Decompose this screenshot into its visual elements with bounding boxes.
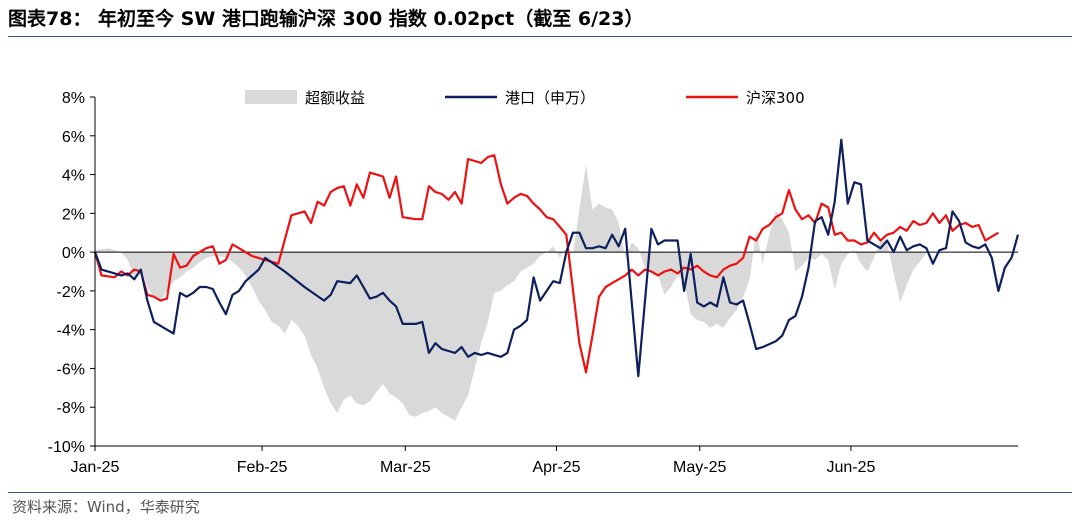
legend-excess-return-swatch	[245, 90, 297, 104]
series-excess-return-area	[95, 164, 927, 421]
chart-canvas: 8% 6% 4% 2% 0% -2% -4% -6% -8% -10% Jan-25 Feb-25 Ma…	[48, 89, 1020, 476]
series-port-line	[93, 138, 1020, 378]
source-note: 资料来源：Wind，华泰研究	[12, 498, 200, 516]
x-tick-label: Jan-25	[71, 459, 120, 476]
y-tick-label: -8%	[57, 400, 85, 417]
y-tick-label: 4%	[62, 168, 85, 185]
y-tick-label: 8%	[62, 90, 85, 107]
footer-divider	[8, 492, 1072, 493]
x-tick-label: Apr-25	[532, 459, 580, 476]
x-tick-label: Feb-25	[237, 459, 288, 476]
legend-port-label: 港口（申万）	[505, 89, 595, 107]
y-tick-label: -2%	[57, 284, 85, 301]
legend-excess-return-label: 超额收益	[305, 89, 365, 107]
y-tick-label: 0%	[62, 245, 85, 262]
x-tick-label: Mar-25	[380, 459, 431, 476]
x-tick-label: May-25	[673, 459, 726, 476]
legend-csi300-label: 沪深300	[746, 89, 805, 107]
y-tick-label: -4%	[57, 323, 85, 340]
y-tick-label: -6%	[57, 361, 85, 378]
series-csi300-line	[93, 154, 999, 374]
y-tick-label: 6%	[62, 129, 85, 146]
y-tick-label: 2%	[62, 206, 85, 223]
y-tick-label: -10%	[48, 439, 85, 456]
x-tick-label: Jun-25	[826, 459, 875, 476]
figure-title: 图表78： 年初至今 SW 港口跑输沪深 300 指数 0.02pct（截至 6…	[8, 8, 644, 30]
title-divider	[8, 36, 1072, 37]
